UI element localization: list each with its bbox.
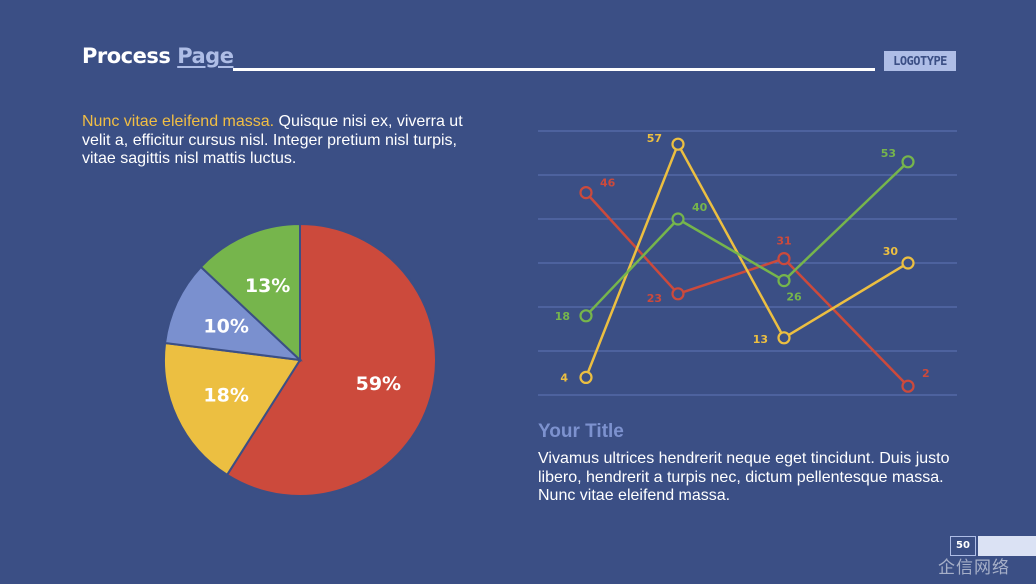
data-label: 2 [922, 367, 930, 380]
series-line-0 [585, 191, 909, 388]
data-label: 26 [786, 291, 802, 304]
page-number-bar [978, 536, 1036, 556]
data-label: 23 [647, 292, 662, 305]
series-line-1 [584, 142, 909, 378]
pie-label-3: 13% [245, 275, 290, 297]
data-label: 30 [883, 245, 899, 258]
page-title-part1: Process [82, 44, 171, 68]
data-label: 13 [753, 333, 768, 346]
logo: LOGOTYPE [884, 51, 956, 71]
watermark: 企信网络 [938, 558, 1010, 578]
pie-slice-1 [163, 341, 302, 477]
series-line-2 [585, 160, 909, 317]
data-point [901, 256, 915, 270]
pie-slice-0 [225, 222, 437, 497]
data-point [901, 379, 915, 393]
section-title: Your Title [538, 421, 624, 442]
data-label: 40 [692, 201, 708, 214]
header-divider [233, 68, 875, 71]
page-title-part2: Page [177, 44, 234, 68]
data-point [579, 370, 593, 384]
page-title: Process Page [82, 44, 234, 68]
intro-text: Quisque nisi ex, viverra ut velit a, eff… [82, 113, 463, 167]
data-label: 31 [776, 235, 791, 248]
data-point [777, 331, 791, 345]
line-chart: 46 23 31 2 4 57 13 30 18 40 26 53 [538, 130, 957, 396]
data-point [671, 287, 685, 301]
pie-slice-3 [199, 222, 301, 363]
pie-label-0: 59% [356, 373, 401, 395]
data-point [579, 185, 593, 200]
page-number: 50 [950, 536, 976, 556]
data-label: 4 [560, 371, 568, 384]
pie-label-2: 10% [203, 315, 248, 337]
data-label: 57 [647, 132, 662, 145]
data-point [579, 309, 593, 323]
section-text: Vivamus ultrices hendrerit neque eget ti… [538, 450, 950, 504]
intro-paragraph: Nunc vitae eleifend massa. Quisque nisi … [82, 113, 492, 169]
data-point [901, 155, 915, 169]
data-label: 46 [600, 177, 616, 190]
data-label: 53 [881, 147, 896, 160]
pie-slice-2 [163, 265, 303, 362]
data-point [777, 252, 791, 266]
data-point [671, 212, 685, 226]
data-point [777, 274, 791, 288]
pie-chart: 59% 18% 10% 13% [163, 222, 437, 497]
data-point [671, 137, 685, 151]
data-label: 18 [555, 310, 570, 323]
intro-highlight: Nunc vitae eleifend massa. [82, 113, 275, 130]
pie-label-1: 18% [203, 385, 248, 407]
